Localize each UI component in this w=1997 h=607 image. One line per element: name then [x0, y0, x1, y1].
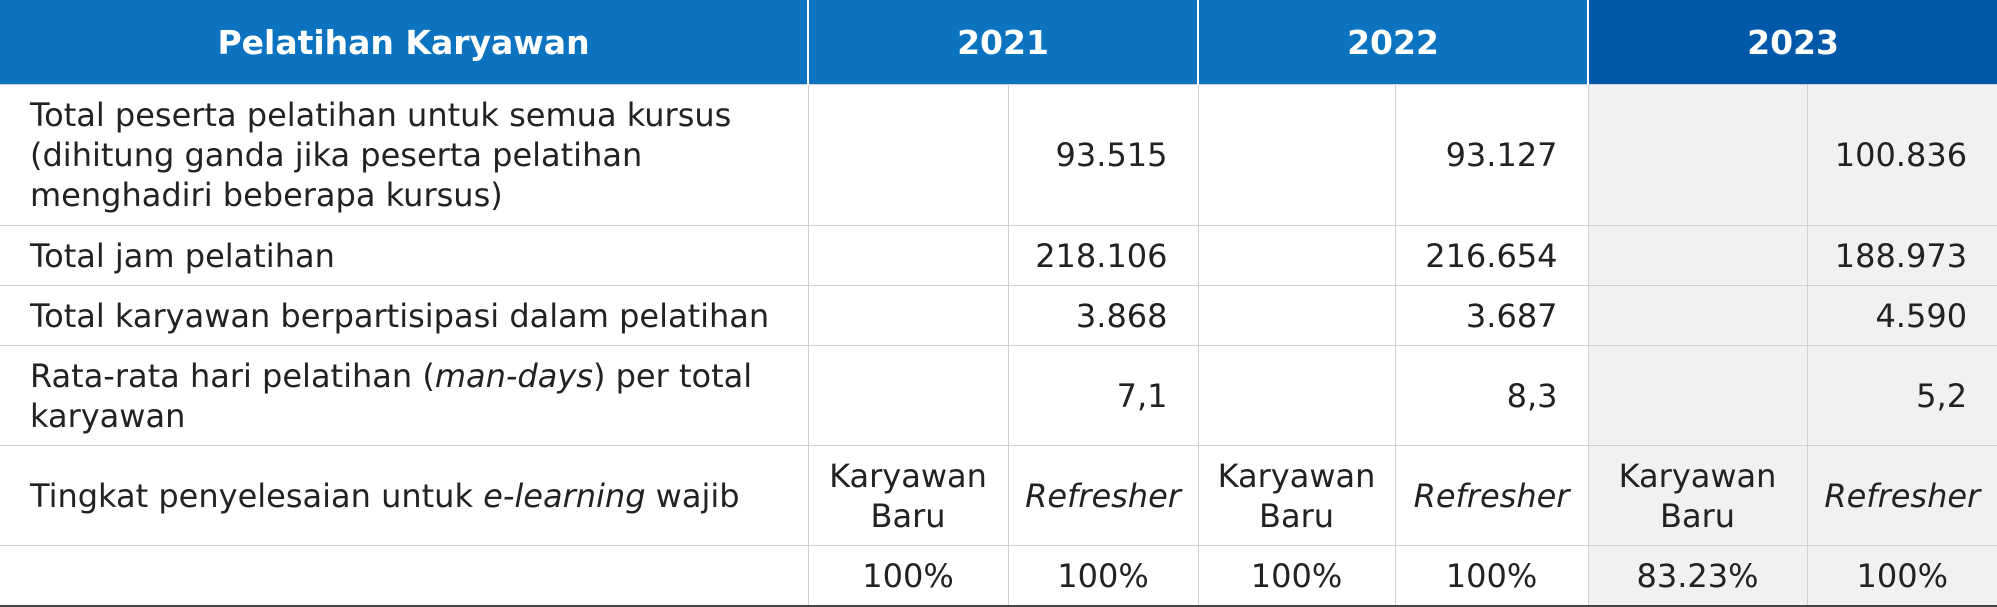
- row-label: Total peserta pelatihan untuk semua kurs…: [0, 84, 808, 226]
- value-2022: 8,3: [1394, 345, 1589, 446]
- header-year-2023: 2023: [1588, 0, 1997, 85]
- label-part: wajib: [645, 476, 740, 515]
- completion-refresher-2021: 100%: [1007, 545, 1199, 607]
- empty-cell: [1587, 285, 1808, 346]
- table-row-mandays: Rata-rata hari pelatihan (man-days) per …: [0, 345, 1997, 446]
- completion-new-2022: 100%: [1197, 545, 1396, 607]
- empty-cell: [1587, 225, 1808, 286]
- completion-new-2023: 83.23%: [1587, 545, 1808, 607]
- label-part: Rata-rata hari pelatihan (: [30, 356, 435, 395]
- empty-cell: [807, 225, 1008, 286]
- value-2023: 5,2: [1806, 345, 1997, 446]
- empty-cell: [807, 84, 1008, 226]
- value-2023: 4.590: [1806, 285, 1997, 346]
- completion-new-2021: 100%: [807, 545, 1008, 607]
- header-year-2022: 2022: [1198, 0, 1590, 85]
- empty-cell: [807, 285, 1008, 346]
- table-row-participants: Total peserta pelatihan untuk semua kurs…: [0, 84, 1997, 226]
- completion-refresher-2022: 100%: [1394, 545, 1589, 607]
- empty-cell: [1197, 225, 1396, 286]
- row-label: Tingkat penyelesaian untuk e-learning wa…: [0, 445, 808, 546]
- empty-cell: [1587, 84, 1808, 226]
- header-year-2021: 2021: [808, 0, 1200, 85]
- subheader-new-2023: Karyawan Baru: [1587, 445, 1808, 546]
- header-row: Pelatihan Karyawan 2021 2022 2023: [0, 0, 1997, 85]
- value-2021: 3.868: [1007, 285, 1199, 346]
- empty-label-cell: [0, 545, 808, 607]
- value-2023: 188.973: [1806, 225, 1997, 286]
- table-row-employees: Total karyawan berpartisipasi dalam pela…: [0, 285, 1997, 346]
- completion-refresher-2023: 100%: [1806, 545, 1997, 607]
- value-2021: 7,1: [1007, 345, 1199, 446]
- label-part: Tingkat penyelesaian untuk: [30, 476, 484, 515]
- row-label: Total jam pelatihan: [0, 225, 808, 286]
- label-italic: man-days: [434, 356, 593, 395]
- value-2023: 100.836: [1806, 84, 1997, 226]
- empty-cell: [1197, 345, 1396, 446]
- subheader-new-2022: Karyawan Baru: [1197, 445, 1396, 546]
- value-2022: 216.654: [1394, 225, 1589, 286]
- empty-cell: [807, 345, 1008, 446]
- value-2021: 218.106: [1007, 225, 1199, 286]
- empty-cell: [1197, 285, 1396, 346]
- row-label: Total karyawan berpartisipasi dalam pela…: [0, 285, 808, 346]
- value-2022: 93.127: [1394, 84, 1589, 226]
- row-label: Rata-rata hari pelatihan (man-days) per …: [0, 345, 808, 446]
- table-row-completion-headers: Tingkat penyelesaian untuk e-learning wa…: [0, 445, 1997, 546]
- label-italic: e-learning: [483, 476, 646, 515]
- subheader-new-2021: Karyawan Baru: [807, 445, 1008, 546]
- subheader-refresher-2021: Refresher: [1007, 445, 1199, 546]
- empty-cell: [1197, 84, 1396, 226]
- table-row-hours: Total jam pelatihan 218.106 216.654 188.…: [0, 225, 1997, 286]
- label-part: ) per total karyawan: [30, 356, 753, 435]
- subheader-refresher-2023: Refresher: [1806, 445, 1997, 546]
- table-row-completion-values: 100% 100% 100% 100% 83.23% 100%: [0, 545, 1997, 607]
- subheader-refresher-2022: Refresher: [1394, 445, 1589, 546]
- value-2022: 3.687: [1394, 285, 1589, 346]
- empty-cell: [1587, 345, 1808, 446]
- header-title: Pelatihan Karyawan: [0, 0, 809, 85]
- value-2021: 93.515: [1007, 84, 1199, 226]
